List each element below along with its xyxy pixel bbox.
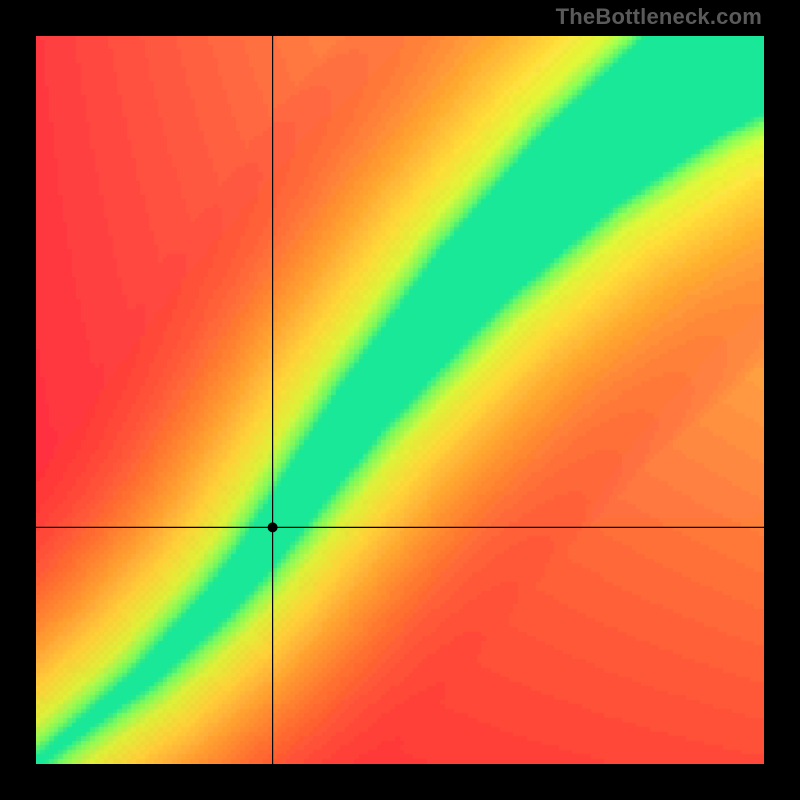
watermark-label: TheBottleneck.com	[556, 4, 762, 30]
crosshair-marker	[268, 522, 278, 532]
chart-frame: TheBottleneck.com	[0, 0, 800, 800]
crosshair-overlay	[36, 36, 764, 764]
